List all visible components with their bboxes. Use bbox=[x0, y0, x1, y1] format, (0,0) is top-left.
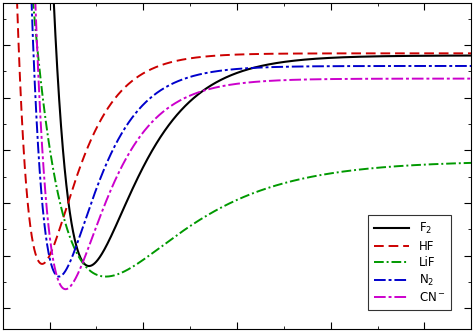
Legend: F$_2$, HF, LiF, N$_2$, CN$^-$: F$_2$, HF, LiF, N$_2$, CN$^-$ bbox=[368, 215, 451, 310]
